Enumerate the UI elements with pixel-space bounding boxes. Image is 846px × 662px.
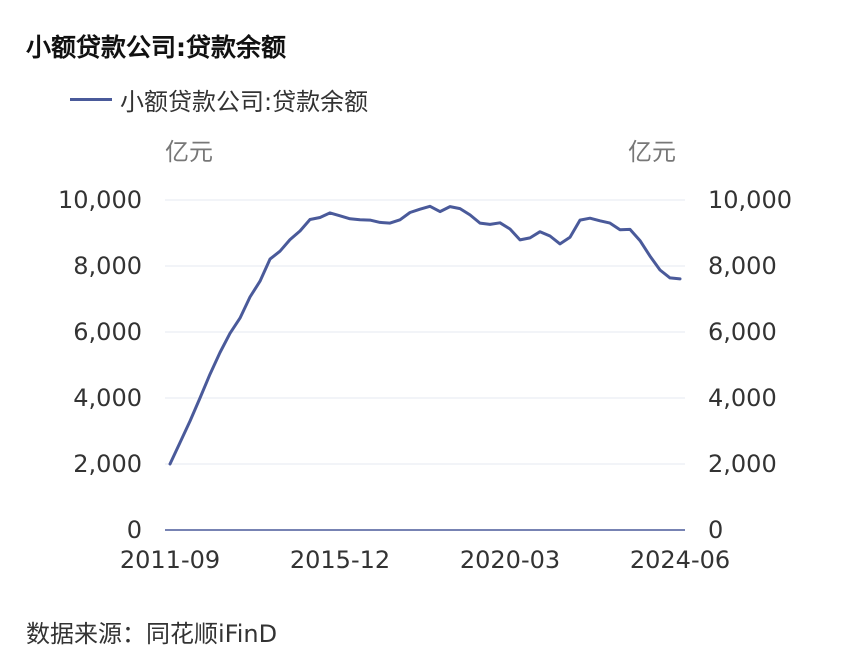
y-tick-label-right: 10,000 (708, 186, 792, 214)
y-tick-label-left: 8,000 (73, 252, 142, 280)
x-tick-label: 2024-06 (630, 546, 730, 574)
y-tick-label-right: 6,000 (708, 318, 777, 346)
legend: 小额贷款公司:贷款余额 (70, 82, 368, 117)
y-tick-label-right: 8,000 (708, 252, 777, 280)
legend-swatch (70, 98, 112, 101)
y-tick-label-right: 4,000 (708, 384, 777, 412)
data-source: 数据来源：同花顺iFinD (26, 620, 278, 648)
y-tick-label-left: 2,000 (73, 450, 142, 478)
right-axis-unit: 亿元 (628, 138, 676, 166)
y-tick-label-left: 0 (127, 516, 142, 544)
series-line (168, 204, 682, 466)
y-tick-label-left: 6,000 (73, 318, 142, 346)
x-tick-label: 2015-12 (290, 546, 390, 574)
y-tick-label-left: 4,000 (73, 384, 142, 412)
chart-title: 小额贷款公司:贷款余额 (26, 33, 286, 62)
legend-label: 小额贷款公司:贷款余额 (120, 88, 369, 116)
y-tick-label-right: 2,000 (708, 450, 777, 478)
x-tick-label: 2011-09 (120, 546, 220, 574)
y-tick-label-right: 0 (708, 516, 723, 544)
left-axis-unit: 亿元 (165, 138, 213, 166)
y-tick-label-left: 10,000 (58, 186, 142, 214)
x-tick-label: 2020-03 (460, 546, 560, 574)
